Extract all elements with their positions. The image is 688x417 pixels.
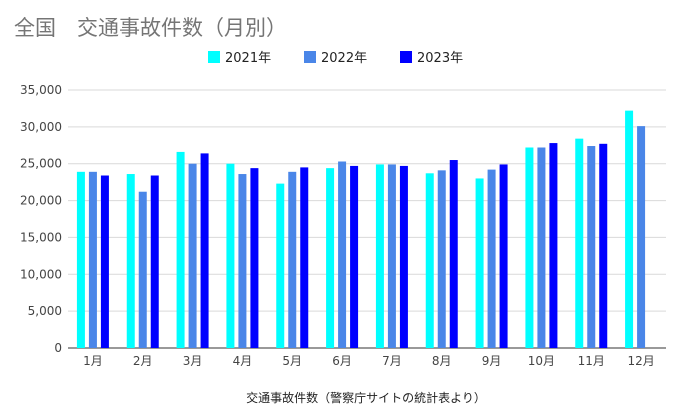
- y-tick-label: 30,000: [20, 120, 62, 134]
- y-tick-label: 15,000: [20, 230, 62, 244]
- chart-title: 全国 交通事故件数（月別）: [14, 16, 287, 40]
- bar-2-2: [138, 191, 147, 348]
- x-tick-label: 5月: [282, 354, 302, 368]
- bar-1-1: [76, 171, 85, 348]
- bar-3-2: [150, 175, 159, 348]
- x-tick-label: 3月: [183, 354, 203, 368]
- legend-label-2: 2022年: [321, 51, 367, 66]
- bar-1-3: [176, 151, 185, 348]
- bar-1-5: [276, 183, 285, 348]
- x-axis-ticks: 1月 2月 3月 4月 5月 6月 7月 8月 9月 10月 11月 12月: [83, 354, 655, 368]
- bar-2-9: [487, 169, 496, 348]
- bar-1-12: [625, 110, 634, 348]
- x-tick-label: 4月: [233, 354, 253, 368]
- bar-2-10: [537, 147, 546, 348]
- x-tick-label: 7月: [382, 354, 402, 368]
- bar-3-3: [200, 153, 209, 348]
- bar-3-4: [250, 168, 259, 348]
- bar-1-11: [575, 138, 584, 348]
- bar-2-1: [88, 171, 97, 348]
- bar-2-11: [587, 146, 596, 348]
- bar-3-7: [399, 165, 408, 348]
- legend-swatch-1: [208, 51, 220, 63]
- bar-2-8: [437, 170, 446, 348]
- bar-2-5: [288, 171, 297, 348]
- x-tick-label: 6月: [332, 354, 352, 368]
- x-tick-label: 9月: [482, 354, 502, 368]
- legend: 2021年 2022年 2023年: [208, 51, 463, 66]
- gridlines: [68, 89, 666, 349]
- x-tick-label: 12月: [627, 354, 654, 368]
- bar-1-2: [126, 174, 135, 348]
- bar-2-4: [238, 174, 247, 348]
- bar-3-5: [300, 167, 309, 348]
- bar-1-6: [326, 168, 335, 348]
- y-axis-ticks: 0 5,000 10,000 15,000 20,000 25,000 30,000 35,0…: [20, 83, 62, 355]
- x-tick-label: 11月: [578, 354, 605, 368]
- legend-swatch-3: [400, 51, 412, 63]
- bar-1-4: [226, 163, 235, 348]
- bar-3-1: [100, 175, 109, 348]
- x-tick-label: 1月: [83, 354, 103, 368]
- x-axis-label: 交通事故件数（警察庁サイトの統計表より）: [246, 390, 486, 405]
- bar-2-6: [338, 161, 347, 348]
- bar-2-3: [188, 163, 197, 348]
- bar-1-7: [375, 164, 384, 348]
- y-tick-label: 0: [54, 341, 62, 355]
- y-tick-label: 5,000: [28, 304, 62, 318]
- bar-2-12: [637, 126, 646, 349]
- x-tick-label: 2月: [133, 354, 153, 368]
- bar-3-9: [499, 164, 508, 348]
- legend-swatch-2: [304, 51, 316, 63]
- bar-1-9: [475, 178, 484, 348]
- legend-label-1: 2021年: [225, 51, 271, 66]
- bar-1-8: [425, 173, 434, 348]
- x-tick-label: 8月: [432, 354, 452, 368]
- bar-2-7: [387, 164, 396, 348]
- y-tick-label: 25,000: [20, 157, 62, 171]
- bar-3-8: [449, 160, 458, 348]
- bar-3-11: [599, 143, 608, 348]
- y-tick-label: 35,000: [20, 83, 62, 97]
- bar-1-10: [525, 147, 534, 348]
- bar-3-10: [549, 143, 558, 348]
- x-tick-label: 10月: [528, 354, 555, 368]
- legend-label-3: 2023年: [417, 51, 463, 66]
- y-tick-label: 20,000: [20, 194, 62, 208]
- bars: [76, 110, 646, 349]
- bar-3-6: [350, 165, 359, 348]
- y-tick-label: 10,000: [20, 267, 62, 281]
